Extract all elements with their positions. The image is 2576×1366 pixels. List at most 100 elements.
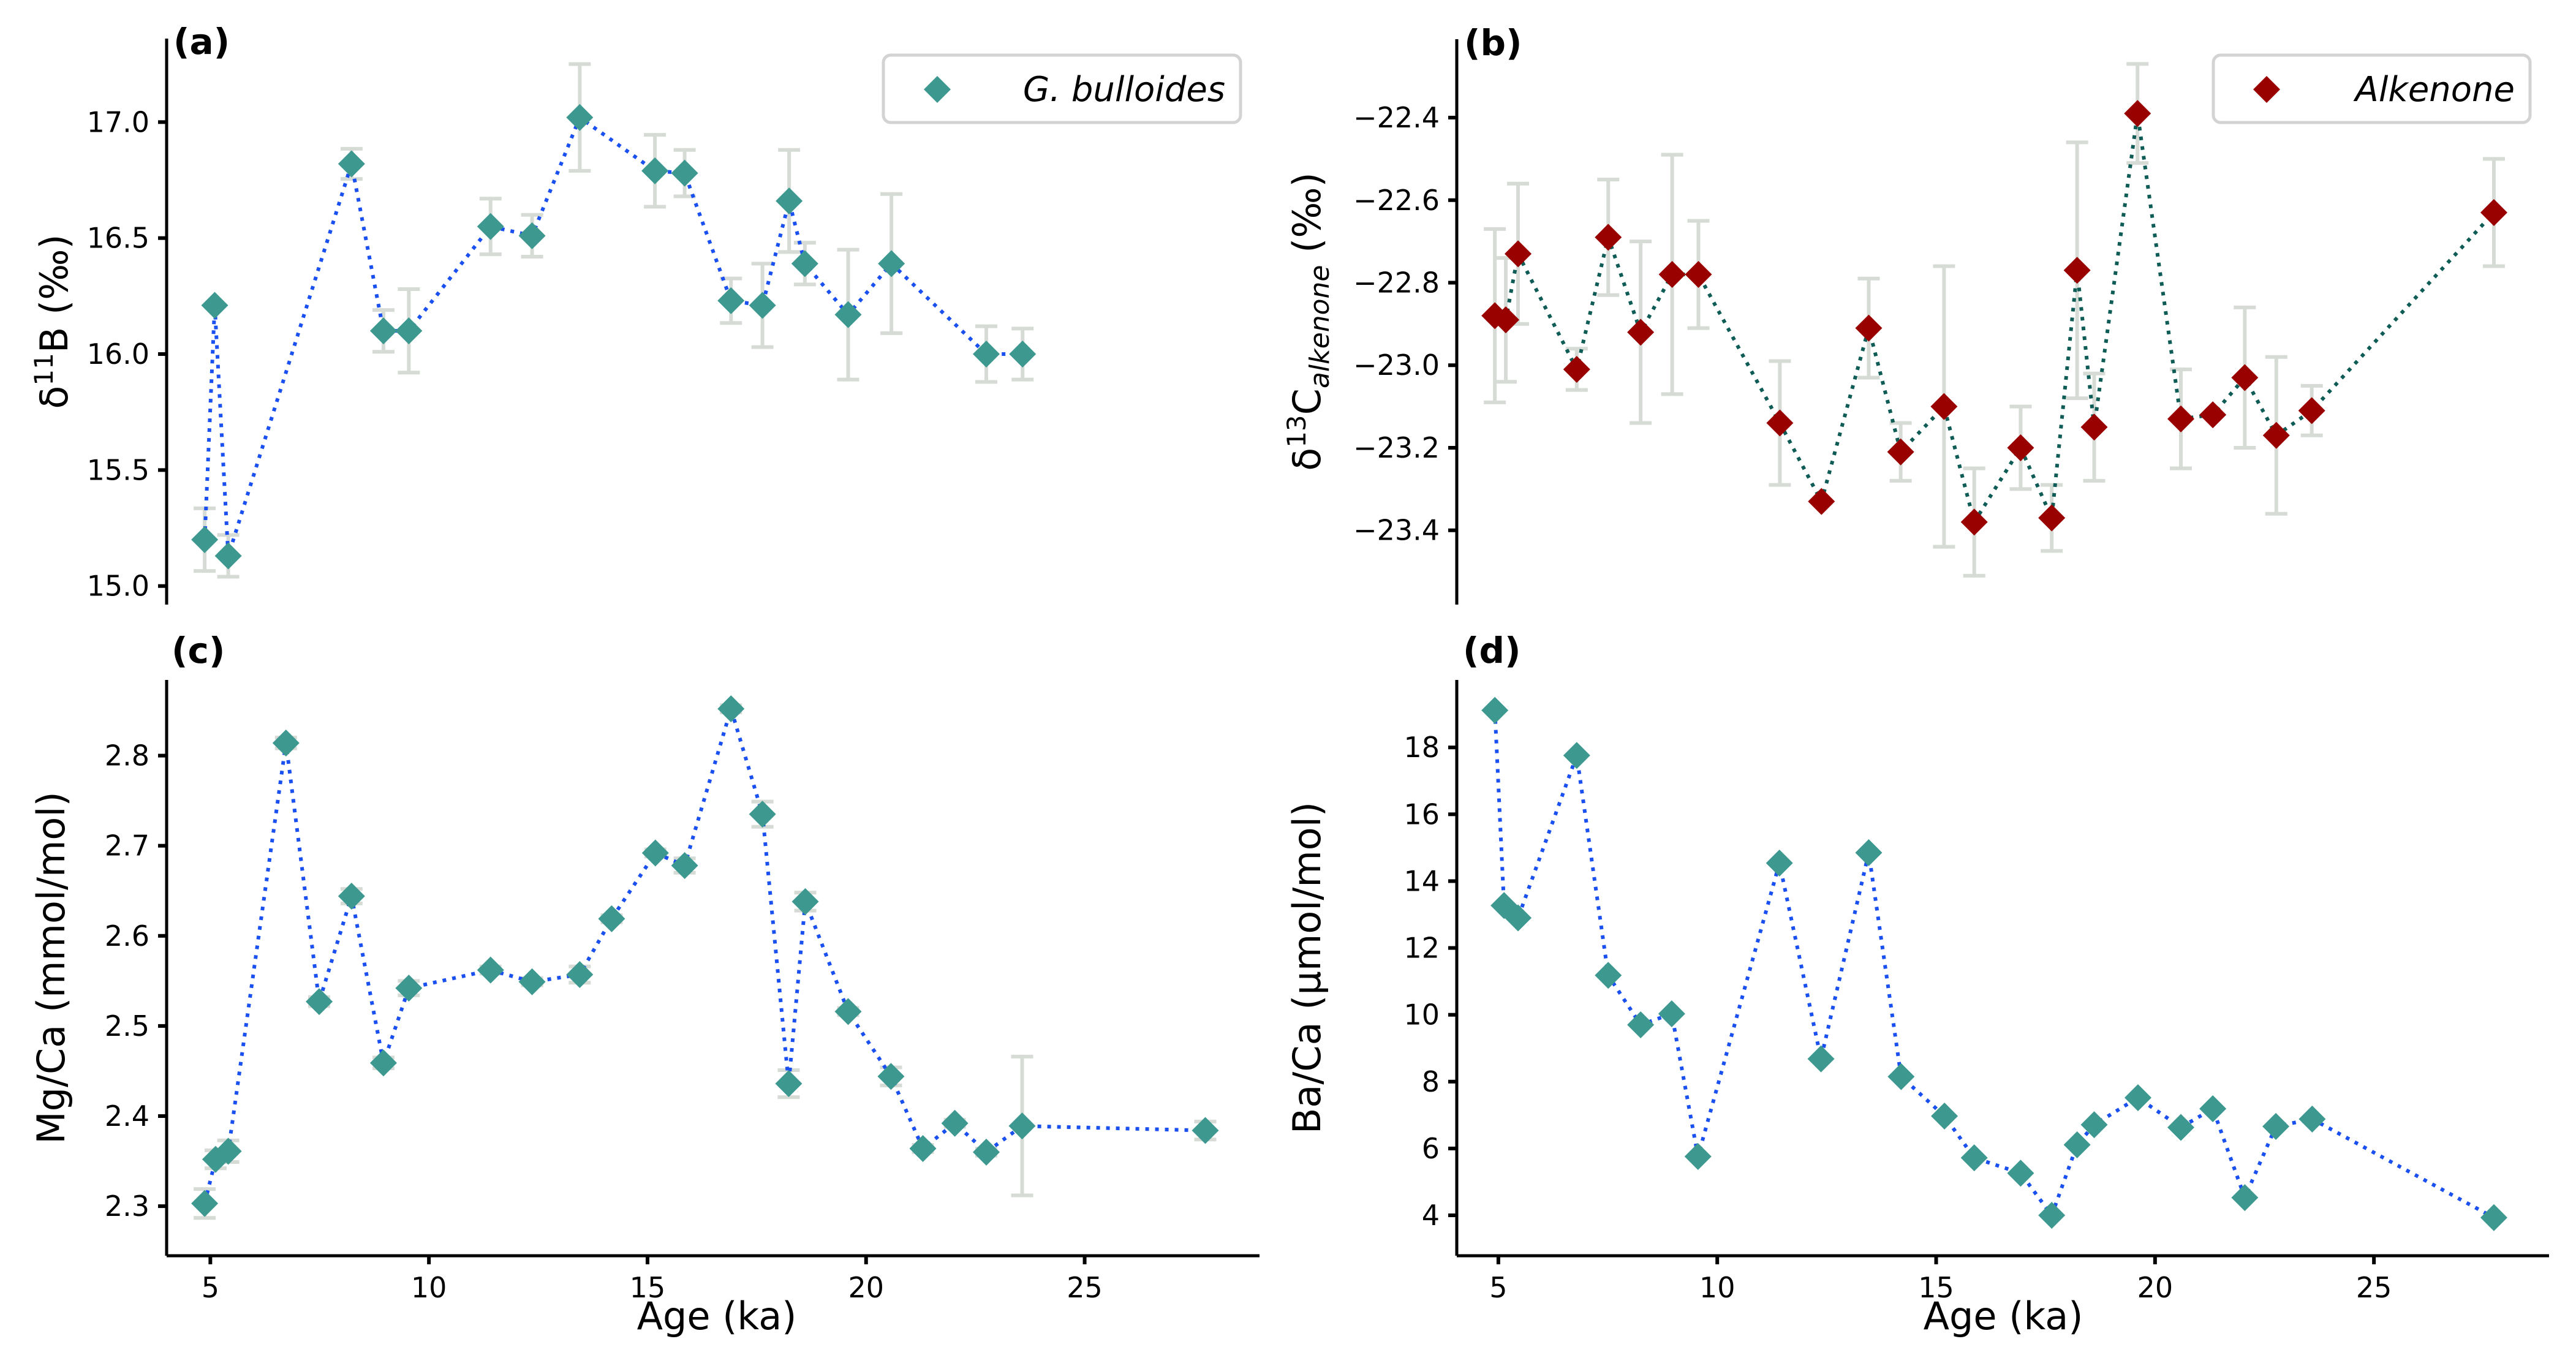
x-tick-label: 10 [1699,1271,1736,1304]
data-point [1009,341,1037,368]
y-tick-label: 18 [1403,731,1440,764]
data-point [1008,1112,1036,1140]
y-tick-label: −23.2 [1353,431,1440,464]
data-point [338,150,365,178]
x-tick-label: 25 [2356,1271,2392,1304]
legend-diamond-marker-icon [924,76,951,103]
panel-b-d13c-alkenone: (b) −23.4 −23.2 −23.0 −22.8 −22.6 −22.4 δ13Ca… [1282,22,2532,605]
ylabel-delta: δ [32,386,77,409]
data-point [2298,397,2325,425]
data-point [1658,1000,1685,1028]
data-point [1808,488,1835,515]
legend-box [2212,53,2532,124]
data-point [909,1134,937,1162]
ylabel-c: C [1285,388,1329,415]
data-point [369,317,397,345]
y-tick-label: −22.6 [1353,184,1440,217]
data-point [2038,504,2066,532]
x-axis-label: Age (ka) [637,1294,797,1338]
data-point [1481,696,1509,724]
data-point [717,695,745,723]
data-point [2007,434,2034,461]
legend: Alkenone [2212,53,2532,124]
data-point [973,341,1000,368]
data-point [1887,1063,1915,1090]
data-point [1766,409,1794,437]
y-tick-label: 15.5 [87,453,149,486]
data-point [518,222,546,249]
legend: G. bulloides [882,53,1242,124]
data-point [2124,1084,2151,1111]
data-point [2480,198,2507,226]
data-point [1855,314,1883,342]
data-point [641,839,669,867]
y-axis-label: δ13Calkenone (‰) [1282,172,1335,470]
data-point [2007,1160,2034,1187]
data-point [671,852,698,880]
data-point [395,975,423,1002]
data-point [1931,1102,1958,1130]
x-tick-label: 10 [411,1271,447,1304]
data-point [671,159,698,187]
y-tick-label: −23.4 [1353,514,1440,547]
ylabel-units: (‰) [1285,172,1329,265]
data-point [369,1049,397,1077]
data-point [2231,364,2259,391]
y-tick-label: 2.3 [105,1190,149,1223]
y-axis-label: Mg/Ca (mmol/mol) [29,791,74,1144]
legend-box [882,53,1242,124]
panel-label-c: (c) [172,630,225,671]
data-point [834,301,862,328]
data-point [566,104,594,131]
y-tick-label: 16 [1403,798,1440,831]
markers [1481,100,2507,536]
y-ticks: 15.0 15.5 16.0 16.5 17.0 [87,105,167,603]
data-point [1563,355,1590,383]
data-point [598,905,625,932]
panel-label-b: (b) [1464,22,1522,64]
data-point [2063,257,2091,284]
markers [191,104,1037,570]
data-point [191,1190,219,1217]
data-point [1766,849,1793,877]
y-tick-label: 4 [1422,1199,1440,1232]
series-line [1493,710,2495,1220]
data-point [1685,261,1712,289]
data-point [1595,224,1622,251]
data-point [395,317,423,345]
data-point [2038,1201,2066,1229]
y-tick-label: 16.0 [87,338,149,371]
data-point [1887,438,1914,466]
errorbars [194,62,1034,579]
ylabel-delta: δ [1285,448,1329,471]
data-point [477,213,504,240]
data-point [1492,306,1520,334]
panel-c-mgca: (c) 2.3 2.4 2.5 2.6 2.7 2.8 5 10 15 20 25 Mg/Ca (… [29,630,1260,1338]
data-point [2124,100,2151,127]
data-point [1658,261,1686,289]
data-point [791,888,819,915]
y-tick-label: 2.8 [105,739,149,772]
data-point [834,998,862,1025]
data-point [1930,393,1958,420]
data-point [201,292,229,319]
data-point [306,988,333,1016]
data-point [1807,1045,1835,1073]
data-point [641,157,669,184]
data-point [2480,1204,2507,1231]
data-point [775,1070,803,1098]
y-tick-label: 6 [1422,1132,1440,1165]
data-point [1855,839,1883,867]
legend-label: Alkenone [2354,70,2515,110]
data-point [338,883,365,910]
data-point [941,1109,969,1137]
data-point [2262,1112,2290,1140]
data-point [877,1063,905,1090]
x-tick-label: 20 [848,1271,884,1304]
data-point [1595,962,1622,989]
data-point [2298,1105,2326,1133]
y-tick-label: 12 [1403,932,1440,965]
y-ticks: −23.4 −23.2 −23.0 −22.8 −22.6 −22.4 [1353,101,1457,547]
data-point [791,250,818,277]
ylabel-superscript: 13 [1282,415,1312,447]
